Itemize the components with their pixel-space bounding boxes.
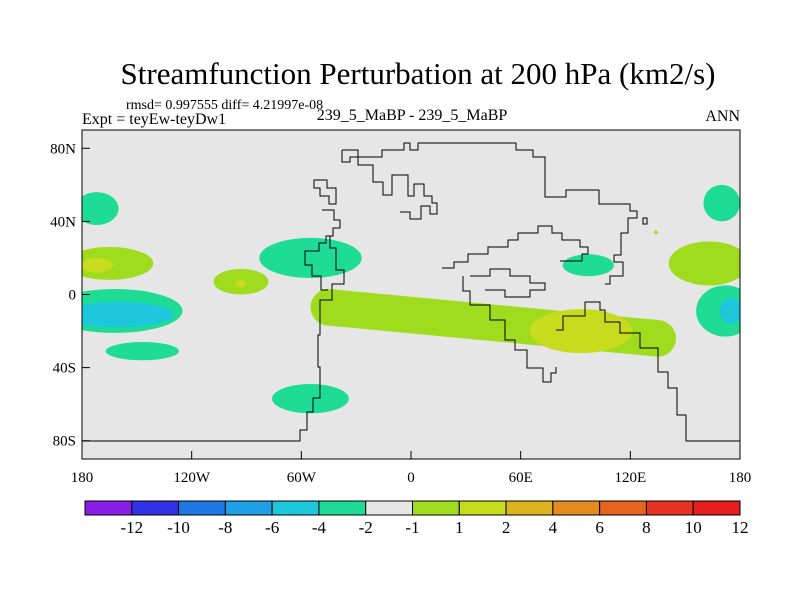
coast-japan [642, 217, 648, 225]
colorbar-swatch-2 [178, 500, 226, 516]
colorbar-swatch-10 [552, 500, 601, 516]
colorbar-label-6: -1 [405, 518, 419, 537]
map-background [82, 130, 740, 459]
contour-region-6 [562, 254, 614, 277]
coast-north-america [82, 235, 345, 442]
colorbar-swatch-13 [692, 500, 741, 516]
contour-region-17 [654, 230, 658, 235]
coast-europe-africa [442, 225, 589, 269]
contour-fills [82, 184, 740, 414]
coast-australia [619, 322, 740, 442]
colorbar-swatch-8 [458, 500, 507, 516]
x-axis: 180 120W 60W 0 60E 120E 180 [71, 451, 752, 486]
contour-region-5 [272, 384, 349, 414]
colorbar-label-11: 8 [642, 518, 651, 537]
colorbar-swatch-4 [271, 500, 320, 516]
contour-region-3 [105, 342, 179, 361]
x-tick-label-5: 120E [614, 470, 646, 486]
colorbar-label-12: 10 [685, 518, 702, 537]
y-tick-label-0: 80N [50, 141, 76, 157]
contour-region-8 [696, 285, 740, 337]
colorbar-swatch-11 [599, 500, 647, 516]
x-tick-label-1: 120W [173, 470, 211, 486]
coast-asia-north [341, 142, 638, 285]
colorbar-label-4: -4 [312, 518, 327, 537]
contour-region-15 [529, 309, 633, 353]
coast-south-america [322, 209, 341, 237]
y-tick-label-4: 80S [53, 434, 76, 450]
colorbar-label-2: -8 [218, 518, 232, 537]
colorbar-swatch-12 [645, 500, 694, 516]
contour-region-0 [82, 192, 119, 226]
y-axis: 80N 40N 0 40S 80S [50, 141, 90, 450]
x-tick-label-0: 180 [71, 470, 94, 486]
case-label: 239_5_MaBP - 239_5_MaBP [317, 107, 508, 124]
colorbar-label-1: -10 [167, 518, 190, 537]
y-tick-label-2: 0 [69, 288, 77, 304]
colorbar-swatch-5 [318, 500, 367, 516]
colorbar-label-13: 12 [732, 518, 749, 537]
colorbar-swatch-0 [84, 500, 133, 516]
x-tick-label-4: 60E [509, 470, 533, 486]
coast-mediterranean [470, 268, 546, 298]
colorbar-label-10: 6 [595, 518, 604, 537]
contour-region-16 [668, 241, 740, 286]
coastline-outlines [82, 142, 740, 442]
contour-region-4 [259, 237, 362, 279]
coast-eurasia [342, 149, 438, 220]
contour-region-13 [235, 279, 247, 288]
colorbar-label-0: -12 [120, 518, 143, 537]
colorbar-swatch-1 [131, 500, 180, 516]
x-tick-label-3: 0 [407, 470, 415, 486]
contour-region-2 [82, 301, 174, 328]
stats-line: rmsd= 0.997555 diff= 4.21997e-08 [126, 98, 323, 113]
chart-title: Streamfunction Perturbation at 200 hPa (… [121, 56, 716, 91]
coast-alaska [313, 179, 337, 205]
colorbar-swatch-6 [365, 500, 414, 516]
colorbar-swatch-9 [505, 500, 554, 516]
contour-region-11 [82, 257, 114, 273]
contour-region-7 [703, 184, 740, 222]
colorbar-swatch-7 [412, 500, 460, 516]
colorbar-label-9: 4 [549, 518, 558, 537]
x-tick-label-2: 60W [287, 470, 317, 486]
y-tick-label-3: 40S [53, 361, 76, 377]
y-tick-label-1: 40N [50, 214, 76, 230]
contour-region-9 [719, 298, 740, 324]
coast-india [556, 301, 620, 331]
colorbar-label-5: -2 [359, 518, 373, 537]
colorbar: -12 -10 -8 -6 -4 -2 -1 1 2 4 6 8 10 12 [84, 500, 749, 537]
experiment-label: Expt = teyEw-teyDw1 [82, 111, 226, 128]
coast-africa [462, 276, 557, 383]
colorbar-label-3: -6 [265, 518, 279, 537]
colorbar-swatch-3 [224, 500, 273, 516]
x-tick-label-6: 180 [729, 470, 752, 486]
colorbar-label-8: 2 [502, 518, 511, 537]
season-label: ANN [705, 108, 740, 125]
colorbar-label-7: 1 [455, 518, 464, 537]
